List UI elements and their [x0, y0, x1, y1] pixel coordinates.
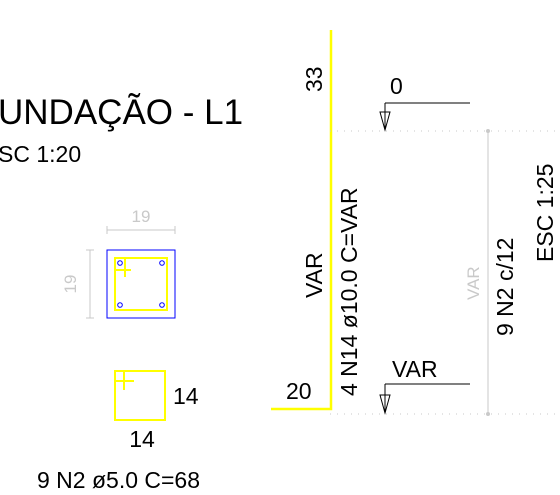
- drawing-title: UNDAÇÃO - L1: [0, 93, 243, 132]
- rebar-elevation-line: [271, 30, 333, 411]
- rebar-dot: [159, 260, 165, 266]
- spacing-spec: 9 N2 c/12: [492, 238, 518, 336]
- section-outline: [106, 249, 176, 319]
- scale-left: SC 1:20: [0, 141, 81, 167]
- level-bottom-value: VAR: [392, 356, 438, 382]
- rebar-top-length: 33: [301, 66, 327, 92]
- stirrup-detail-shape: [114, 370, 166, 421]
- section-dim-top: 19: [132, 207, 151, 226]
- stirrup-spacing: VAR 9 N2 c/12: [330, 129, 560, 416]
- level-bottom-arrow-icon: [379, 394, 391, 415]
- stirrup-detail-width: 14: [129, 426, 155, 452]
- level-markers: 0 VAR: [379, 73, 470, 415]
- level-top-arrow-icon: [379, 111, 391, 132]
- spacing-dim-tick: [486, 129, 490, 133]
- column-elevation: 33 20 VAR 4 N14 ø10.0 C=VAR: [271, 30, 362, 411]
- rebar-dot: [117, 302, 123, 308]
- spacing-var-label: VAR: [464, 266, 483, 300]
- section-dim-side: 19: [61, 275, 80, 294]
- rebar-bottom-length: 20: [286, 378, 312, 404]
- spacing-dim-tick: [486, 412, 490, 416]
- stirrup-detail-spec: 9 N2 ø5.0 C=68: [37, 467, 200, 493]
- level-top-value: 0: [390, 73, 403, 99]
- rebar-var-label: VAR: [301, 252, 327, 298]
- column-section: 19 19: [61, 207, 176, 319]
- rebar-spec: 4 N14 ø10.0 C=VAR: [336, 187, 362, 396]
- stirrup-detail: 14 14 9 N2 ø5.0 C=68: [37, 370, 200, 493]
- rebar-dot: [159, 302, 165, 308]
- scale-right: ESC 1:25: [532, 164, 558, 262]
- stirrup-detail-height: 14: [173, 383, 199, 409]
- rebar-dot: [117, 260, 123, 266]
- section-stirrup: [114, 257, 168, 311]
